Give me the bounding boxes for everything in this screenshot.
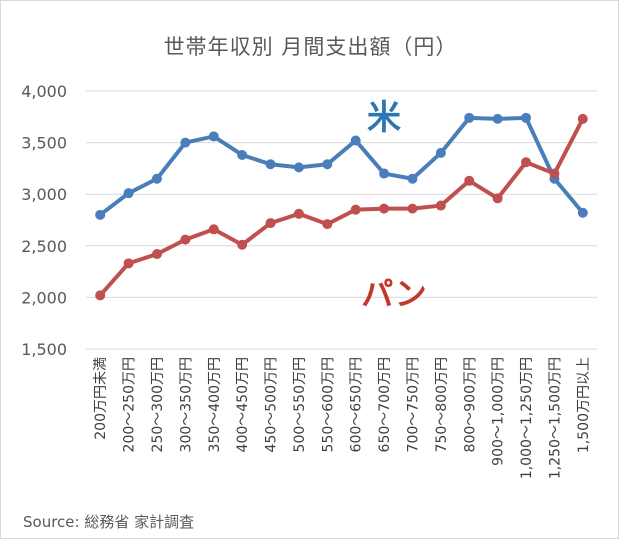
x-tick-label: 250～300万円: [150, 357, 166, 452]
data-point: [322, 159, 333, 170]
data-point: [265, 159, 276, 170]
data-point: [208, 131, 219, 142]
x-tick-label: 1,000～1,250万円: [519, 357, 535, 479]
data-point: [180, 234, 191, 245]
data-point: [265, 218, 276, 229]
source-note: Source: 総務省 家計調査: [23, 513, 195, 531]
x-tick-label: 500～550万円: [292, 357, 308, 452]
data-point: [95, 209, 106, 220]
y-tick-label: 3,000: [21, 185, 67, 204]
data-point: [379, 168, 390, 179]
x-tick-label: 400～450万円: [235, 357, 251, 452]
x-tick-label: 1,500万円以上: [576, 357, 592, 453]
x-tick-label: 600～650万円: [349, 357, 365, 452]
data-point: [293, 208, 304, 219]
series-label-bread: パン: [361, 275, 427, 313]
data-point: [123, 188, 134, 199]
x-tick-label: 450～500万円: [264, 357, 280, 452]
data-point: [123, 258, 134, 269]
series-label-rice: 米: [367, 98, 401, 138]
data-point: [237, 239, 248, 250]
data-point: [549, 168, 560, 179]
y-tick-label: 2,000: [21, 288, 67, 307]
data-point: [293, 162, 304, 173]
data-point: [492, 113, 503, 124]
data-point: [151, 173, 162, 184]
data-point: [237, 149, 248, 160]
series-line-bread: [98, 116, 585, 298]
data-point: [521, 112, 532, 123]
x-tick-label: 750～800万円: [434, 357, 450, 452]
data-point: [577, 207, 588, 218]
y-tick-label: 2,500: [21, 237, 67, 256]
chart-title: 世帯年収別 月間支出額（円）: [163, 35, 458, 59]
data-point: [151, 249, 162, 260]
x-tick-label: 200～250万円: [122, 357, 138, 452]
data-point: [350, 204, 361, 215]
data-point: [322, 219, 333, 230]
data-point: [435, 200, 446, 211]
data-point: [521, 157, 532, 168]
x-tick-label: 200万円未満: [93, 357, 109, 440]
data-point: [407, 203, 418, 214]
data-point: [577, 113, 588, 124]
data-point: [464, 112, 475, 123]
data-point: [180, 137, 191, 148]
data-point: [492, 193, 503, 204]
y-tick-label: 4,000: [21, 82, 67, 101]
x-tick-label: 700～750万円: [405, 357, 421, 452]
x-tick-label: 800～900万円: [462, 357, 478, 452]
data-point: [350, 135, 361, 146]
x-tick-label: 900～1,000万円: [491, 357, 507, 466]
data-point: [407, 173, 418, 184]
data-point: [208, 224, 219, 235]
x-tick-label: 650～700万円: [377, 357, 393, 452]
x-tick-label: 350～400万円: [207, 357, 223, 452]
series-line-rice: [98, 115, 585, 217]
x-tick-label: 550～600万円: [320, 357, 336, 452]
data-point: [464, 175, 475, 186]
x-tick-label: 300～350万円: [178, 357, 194, 452]
data-point: [435, 147, 446, 158]
data-point: [95, 290, 106, 301]
x-tick-label: 1,250～1,500万円: [547, 357, 563, 479]
y-tick-label: 3,500: [21, 134, 67, 153]
y-tick-label: 1,500: [21, 340, 67, 359]
data-point: [379, 203, 390, 214]
